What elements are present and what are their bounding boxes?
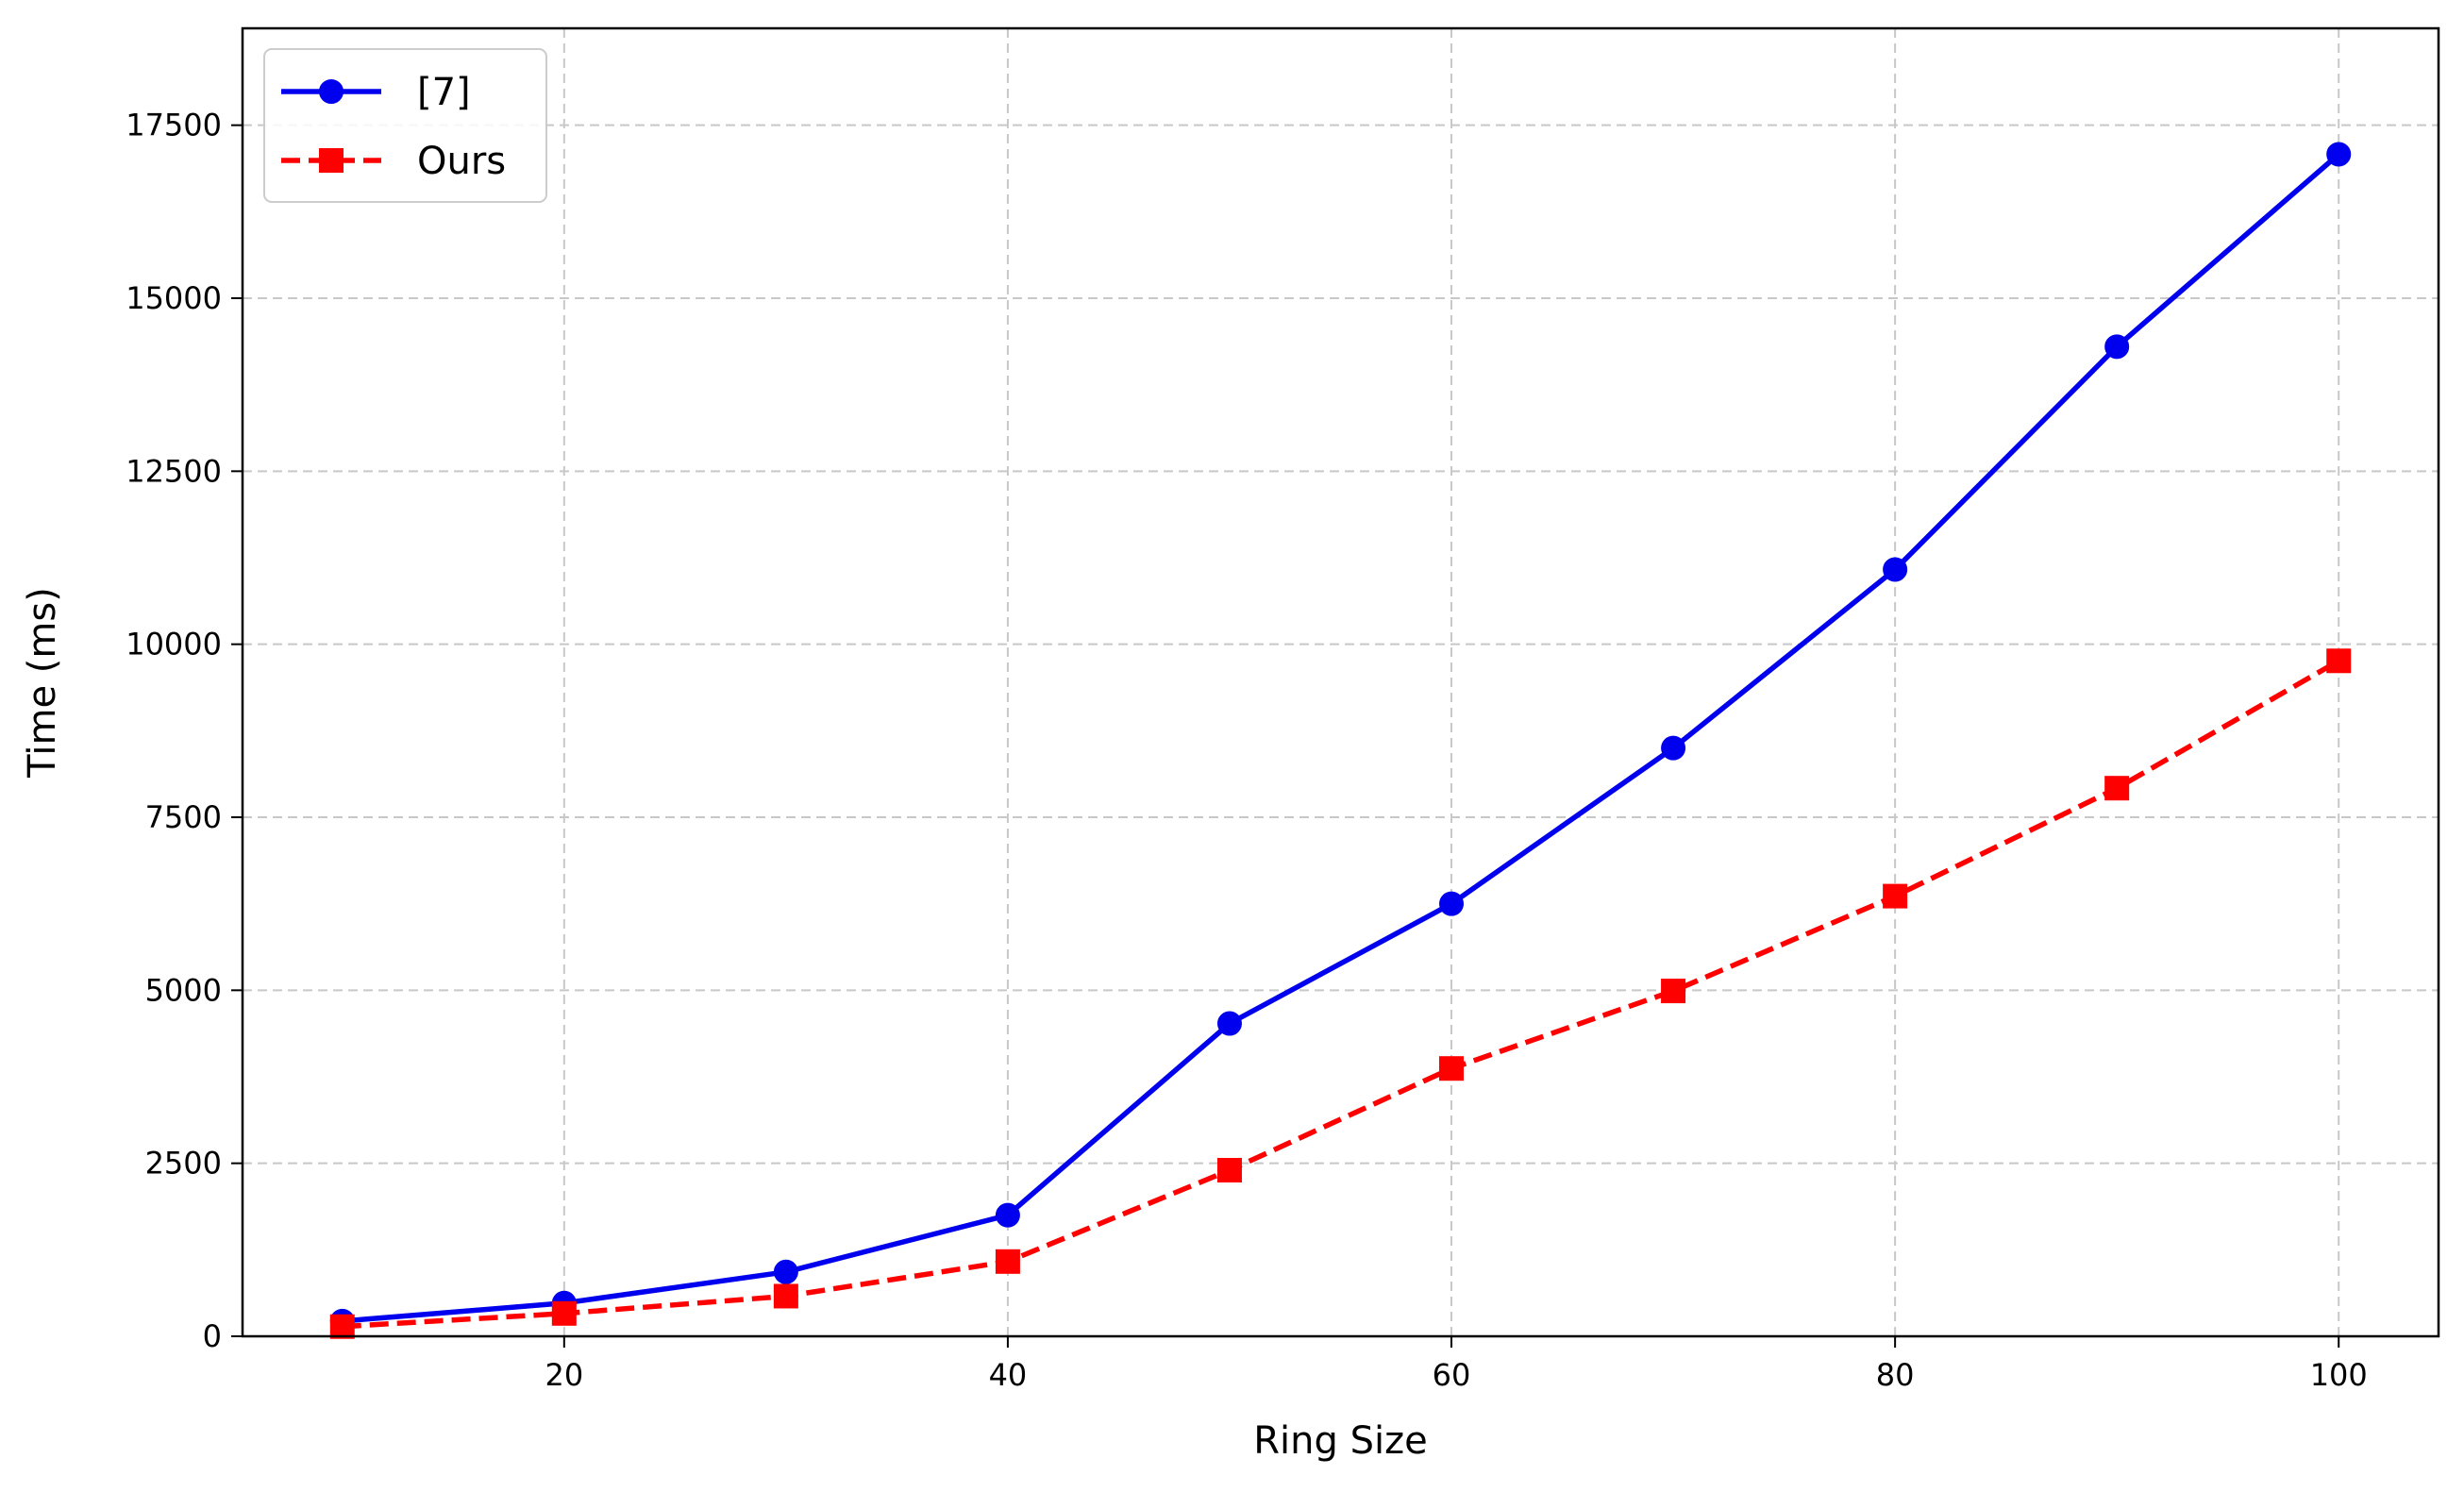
data-point xyxy=(2326,142,2352,167)
x-tick-label: 40 xyxy=(989,1357,1028,1393)
y-tick-label: 0 xyxy=(203,1318,222,1354)
x-tick-label: 20 xyxy=(545,1357,583,1393)
y-tick-label: 7500 xyxy=(145,799,222,835)
legend-item: [7] xyxy=(281,71,471,114)
series-line xyxy=(342,152,2341,1324)
data-point xyxy=(1439,1056,1465,1081)
data-point xyxy=(1216,1158,1242,1182)
axes: 20 40 60 80 100 0 2500 5000 7500 10000 12500 15000 1… xyxy=(126,108,2368,1393)
data-point xyxy=(1883,883,1908,909)
plot-frame xyxy=(241,26,2440,1338)
series-2 xyxy=(329,648,2352,1339)
data-point xyxy=(773,1283,798,1309)
x-tick-label: 100 xyxy=(2310,1357,2368,1393)
data-point xyxy=(1216,1011,1242,1036)
y-tick-label: 12500 xyxy=(126,453,222,489)
grid xyxy=(243,28,2439,1336)
series-1 xyxy=(329,142,2352,1333)
data-point xyxy=(1661,735,1686,761)
data-point xyxy=(1883,557,1908,582)
data-point xyxy=(1661,979,1686,1004)
y-tick-label: 5000 xyxy=(145,972,222,1008)
data-point xyxy=(995,1249,1020,1274)
y-tick-label: 2500 xyxy=(145,1146,222,1182)
data-point xyxy=(329,1314,355,1339)
x-tick-label: 80 xyxy=(1876,1357,1915,1393)
data-point xyxy=(2104,776,2130,801)
y-tick-label: 17500 xyxy=(126,108,222,143)
y-tick-label: 10000 xyxy=(126,627,222,662)
x-axis-label: Ring Size xyxy=(1253,1419,1427,1463)
data-point xyxy=(773,1259,798,1284)
data-point xyxy=(995,1202,1020,1228)
series-line xyxy=(342,658,2340,1330)
legend: [7] Ours xyxy=(263,48,547,203)
legend-marker xyxy=(319,148,344,173)
data-point xyxy=(551,1300,577,1326)
x-tick-label: 60 xyxy=(1433,1357,1471,1393)
data-point xyxy=(2104,334,2130,360)
data-point xyxy=(2326,648,2352,674)
y-axis-label: Time (ms) xyxy=(21,587,64,779)
y-tick-label: 15000 xyxy=(126,280,222,316)
legend-marker xyxy=(319,79,344,104)
legend-label: [7] xyxy=(417,71,471,114)
series-layer xyxy=(329,142,2352,1339)
legend-label: Ours xyxy=(417,140,506,183)
data-point xyxy=(1439,891,1465,916)
legend-item: Ours xyxy=(281,140,506,183)
